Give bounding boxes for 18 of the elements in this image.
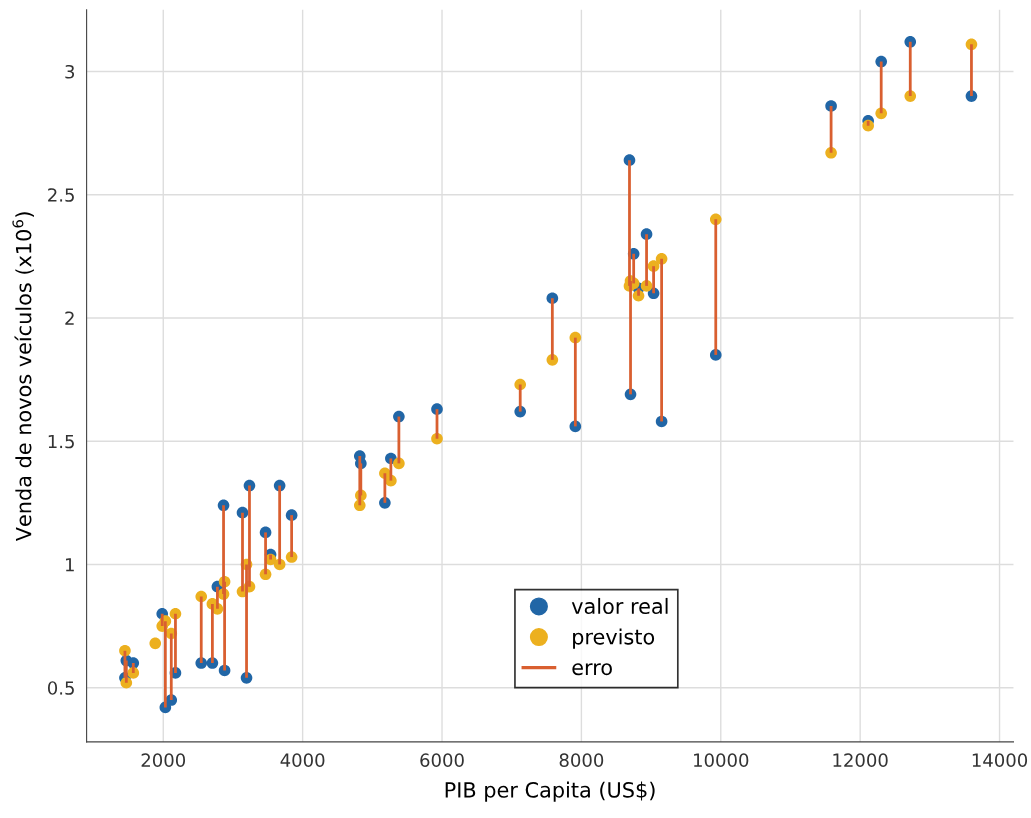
y-tick-label: 0.5	[47, 681, 74, 695]
x-axis-title: PIB per Capita (US$)	[445, 781, 655, 802]
x-tick-label: 8000	[559, 753, 604, 768]
y-axis-title: Venda de novos veículos (x10$^{6}$)	[12, 212, 34, 542]
y-tick-label: 1	[65, 558, 74, 572]
x-tick-label: 14000	[972, 753, 1028, 768]
x-tick-label: 12000	[833, 753, 888, 768]
y-tick-label: 3	[65, 64, 75, 79]
x-tick-label: 10000	[694, 753, 749, 768]
legend-label: previsto	[573, 628, 655, 649]
legend-label: erro	[572, 663, 612, 676]
y-tick-label: 1.5	[48, 434, 74, 449]
legend-label: valor real	[571, 597, 668, 615]
y-tick-label: 2	[65, 311, 74, 325]
x-tick-label: 6000	[420, 753, 464, 768]
x-tick-label: 4000	[280, 753, 325, 768]
x-tick-label: 2000	[141, 753, 186, 768]
y-tick-label: 2.5	[48, 188, 74, 202]
